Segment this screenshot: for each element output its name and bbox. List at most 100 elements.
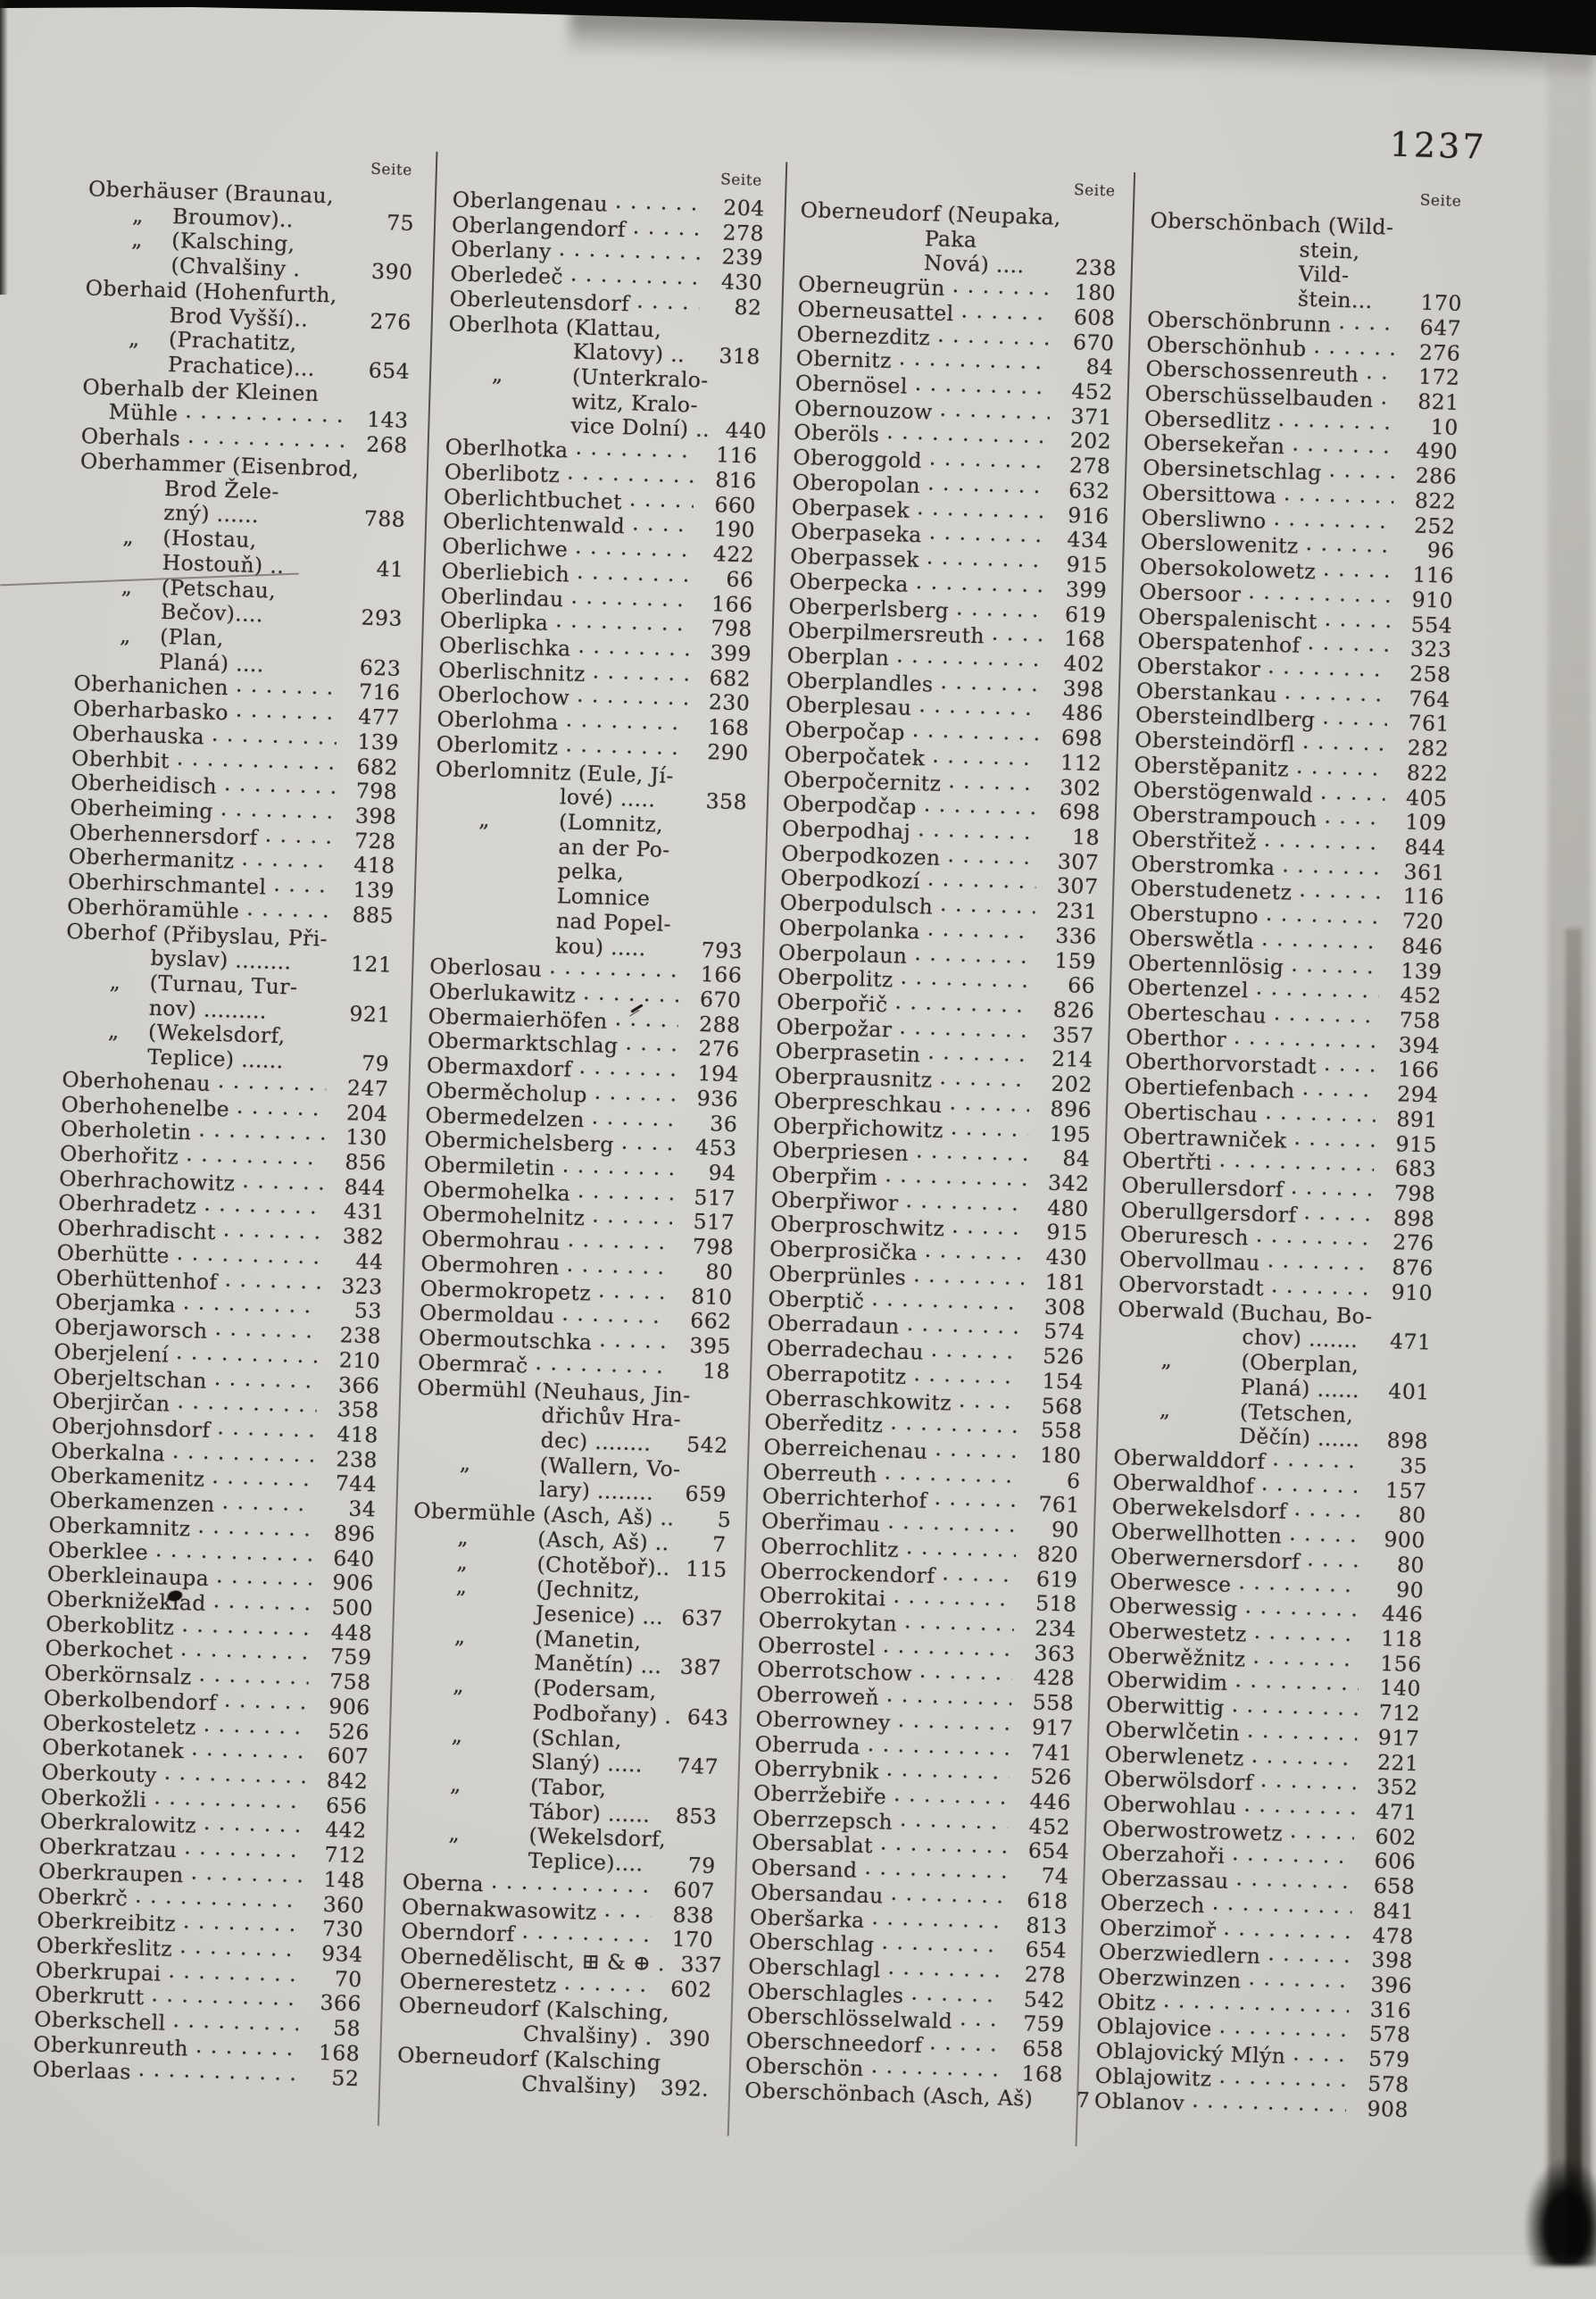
dot-leader <box>1305 634 1390 661</box>
entry-page-number: 139 <box>341 729 399 756</box>
entry-page-number: 84 <box>1033 1145 1091 1172</box>
dot-leader <box>590 662 688 690</box>
entry-page-number: 195 <box>1034 1121 1092 1148</box>
dot-leader <box>181 1913 302 1942</box>
dot-leader <box>1322 1055 1377 1082</box>
entry-name: Mühle <box>108 401 179 428</box>
dot-leader <box>922 1242 1025 1270</box>
dot-leader <box>201 1715 307 1743</box>
entry-page-number: 204 <box>707 196 765 222</box>
entry-page-number: 121 <box>335 952 393 979</box>
entry-page-number: 891 <box>1380 1107 1438 1134</box>
entry-list: Oberschönbach (Wild-stein,Vild-štein...1… <box>1094 209 1465 2123</box>
ditto-mark: „ <box>459 1451 470 1476</box>
entry-list: Oberlangenau204Oberlangendorf278Oberlany… <box>396 187 765 2102</box>
entry-page-number: 318 <box>702 344 761 371</box>
entry-page-number: 66 <box>696 566 754 593</box>
dot-leader <box>921 796 1038 825</box>
entry-name: Lomnice <box>556 884 650 912</box>
entry-page-number: 202 <box>1054 429 1112 455</box>
entry-page-number: 936 <box>681 1086 739 1112</box>
entry-page-number: 337 <box>665 1952 723 1978</box>
entry-page-number: 35 <box>1370 1453 1428 1479</box>
seite-label: Seite <box>453 162 766 189</box>
dot-leader <box>222 775 336 803</box>
entry-page-number: 844 <box>1388 835 1446 862</box>
dot-leader <box>1297 881 1383 909</box>
spacer <box>259 522 348 525</box>
entry-page-number: 238 <box>324 1323 382 1350</box>
spacer <box>284 573 346 575</box>
entry-page-number: 446 <box>1366 1602 1424 1628</box>
entry-page-number: 431 <box>328 1199 386 1226</box>
entry-page-number: 74 <box>1011 1863 1069 1890</box>
dot-leader <box>914 1143 1028 1170</box>
dot-leader <box>563 711 687 739</box>
entry-page-number: 371 <box>1055 404 1113 430</box>
entry-page-number: 517 <box>677 1210 736 1237</box>
dot-leader <box>891 1587 1015 1616</box>
entry-name: Oberplan <box>786 644 889 671</box>
entry-page-number: 194 <box>682 1062 740 1088</box>
ditto-mark: „ <box>131 228 143 253</box>
entry-page-number: 579 <box>1352 2046 1410 2073</box>
entry-page-number: 276 <box>1376 1230 1434 1257</box>
dot-leader <box>1270 1450 1366 1478</box>
entry-page-number: 336 <box>1039 923 1097 950</box>
dot-leader <box>210 725 337 754</box>
dot-leader <box>932 1489 1018 1517</box>
ditto-mark: „ <box>448 1822 460 1847</box>
entry-page-number: 758 <box>313 1670 371 1696</box>
dot-leader <box>561 1974 650 2002</box>
index-column-4: Seite Oberschönbach (Wild-stein,Vild-šte… <box>1090 32 1469 2254</box>
entry-name: Oblanov <box>1094 2088 1185 2116</box>
entry-page-number: 453 <box>679 1136 737 1162</box>
dot-leader <box>1271 1004 1378 1032</box>
dot-leader <box>235 1097 326 1125</box>
entry-page-number: 394 <box>1383 1032 1441 1059</box>
dot-leader <box>930 746 1040 774</box>
dot-leader <box>178 1937 301 1966</box>
entry-page-number: 898 <box>1371 1429 1429 1455</box>
entry-page-number: 396 <box>1355 1972 1413 1999</box>
spacer <box>1358 1347 1374 1348</box>
entry-page-number: 759 <box>1007 2012 1065 2038</box>
entry-page-number: 90 <box>1367 1577 1425 1603</box>
spacer <box>308 326 354 328</box>
entry-page-number: 323 <box>325 1273 383 1300</box>
dot-leader <box>945 846 1036 874</box>
dot-leader <box>1234 1870 1353 1898</box>
dot-leader <box>195 1517 313 1545</box>
entry-page-number: 602 <box>654 1977 712 2003</box>
dot-leader <box>902 1612 1014 1640</box>
entry-page-number: 917 <box>1362 1725 1420 1752</box>
entry-page-number: 670 <box>684 987 742 1013</box>
dot-leader <box>911 1365 1021 1393</box>
entry-page-number: 286 <box>1400 463 1458 490</box>
dot-leader <box>917 1662 1012 1690</box>
dot-leader <box>179 1640 310 1669</box>
entry-page-number: 276 <box>1403 340 1461 367</box>
dot-leader <box>240 1172 323 1199</box>
entry-page-number: 268 <box>350 432 408 459</box>
dot-leader <box>233 701 337 729</box>
entry-page-number: 842 <box>311 1768 369 1795</box>
ditto-mark: „ <box>453 1673 464 1698</box>
entry-page-number: 477 <box>342 704 400 731</box>
entry-page-number: 84 <box>1056 354 1114 381</box>
dot-leader <box>619 1134 675 1161</box>
entry-page-number: 578 <box>1353 2022 1411 2049</box>
entry-page-number: 471 <box>1359 1799 1417 1826</box>
dot-leader <box>239 850 333 878</box>
dot-leader <box>957 1391 1021 1418</box>
entry-page-number: 654 <box>1010 1937 1068 1964</box>
entry-page-number: 558 <box>1017 1690 1075 1717</box>
dot-leader <box>564 1256 670 1284</box>
entry-page-number: 558 <box>1025 1418 1083 1445</box>
entry-name: (Lomnitz, <box>559 810 664 837</box>
spacer <box>300 277 355 279</box>
dot-leader <box>884 1761 1010 1789</box>
entry-page-number: 79 <box>332 1051 390 1078</box>
entry-page-number: 382 <box>327 1224 385 1251</box>
entry-page-number: 94 <box>678 1160 736 1187</box>
